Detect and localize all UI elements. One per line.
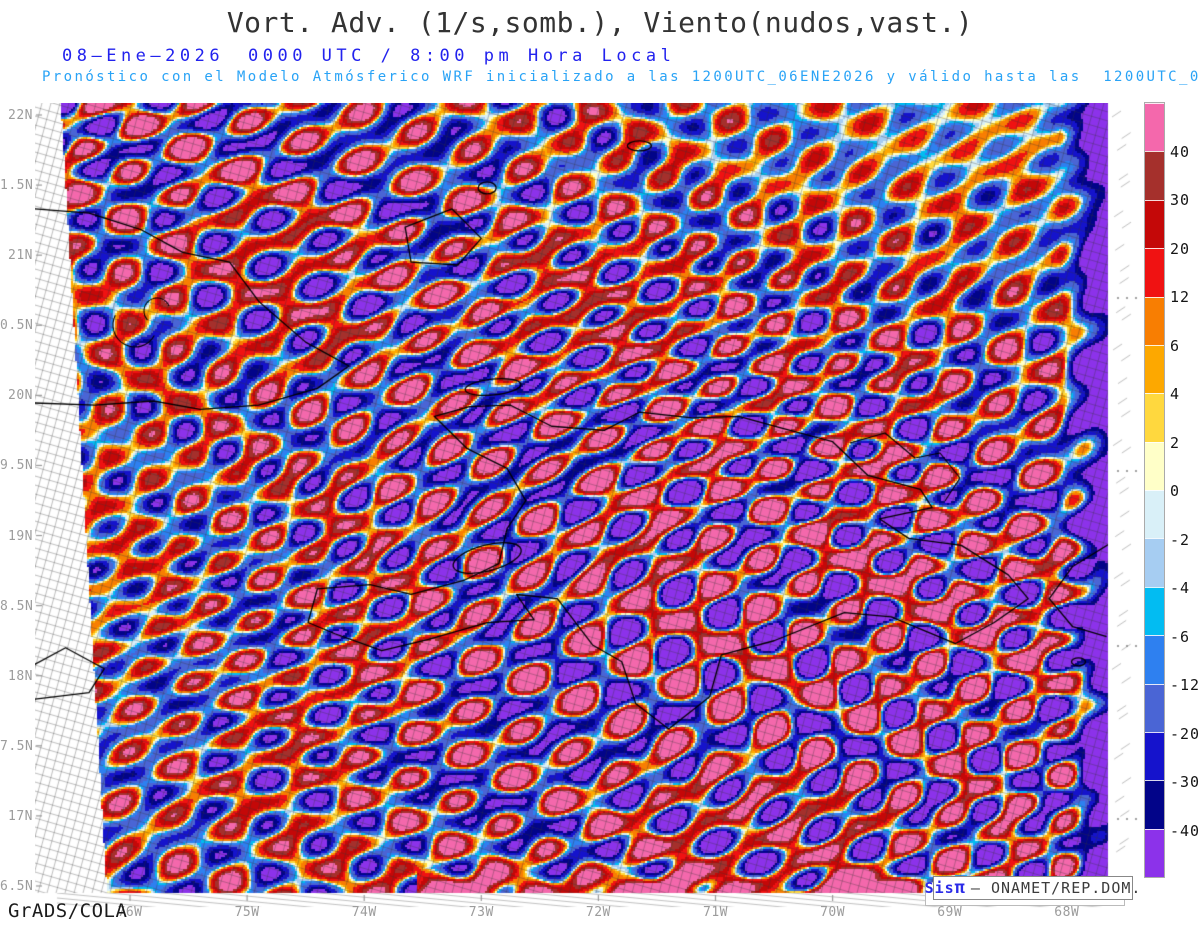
pi-logo-icon: π [954,878,966,898]
y-axis-label: 22N [8,108,33,123]
colorbar-tick-label: -40 [1170,821,1200,840]
page-title: Vort. Adv. (1/s,somb.), Viento(nudos,vas… [226,6,974,39]
colorbar-segment [1145,199,1164,249]
x-axis-label: 70W [820,905,846,920]
y-axis-label: 6.5N [0,878,34,894]
colorbar-tick-label: 4 [1170,385,1181,403]
x-axis-label: 71W [703,905,728,920]
colorbar-tick-label: 20 [1170,239,1191,258]
colorbar-segment [1145,683,1164,732]
branding-onamet: – ONAMET/REP.DOM. [970,879,1142,897]
colorbar-segment [1145,731,1164,781]
y-axis-label: 17N [8,808,33,824]
colorbar-tick-label: -6 [1170,627,1191,646]
y-axis-label: 19N [8,528,33,544]
y-axis-label: 18N [8,668,33,684]
y-axis-label: 0.5N [0,318,34,334]
colorbar-segment [1145,828,1164,877]
y-axis-label: 7.5N [0,738,34,754]
colorbar-segment [1145,151,1164,200]
x-axis-label: 75W [234,905,260,920]
y-axis-label: 8.5N [0,598,34,614]
vorticity-advection-map [35,103,1140,909]
x-axis-label: 68W [1054,905,1080,920]
x-axis-label: 74W [351,905,377,920]
colorbar-tick-label: 30 [1170,191,1191,209]
colorbar-segment [1145,441,1164,490]
valid-time-label: 0000 UTC / 8:00 pm Hora Local [248,46,676,66]
colorbar-tick-label: 40 [1170,142,1191,161]
colorbar-segment [1145,248,1164,297]
colorbar-segment [1145,538,1164,587]
grads-credit: GrADS/COLA [8,900,128,922]
colorbar-tick-label: 0 [1170,482,1181,500]
x-axis-label: 69W [937,905,963,920]
colorbar-segment [1145,344,1164,394]
colorbar-segment [1145,296,1164,345]
valid-date-label: 08–Ene–2026 [62,46,225,66]
y-axis-label: 9.5N [0,458,34,474]
colorbar-tick-label: -30 [1170,773,1200,791]
y-axis-label: 20N [8,388,33,404]
y-axis-label: 21N [8,248,33,264]
colorbar-tick-label: 6 [1170,336,1181,355]
colorbar-tick-label: -12 [1170,676,1200,694]
x-axis-label: 76W [117,905,143,920]
x-axis-label: 73W [468,905,494,920]
colorbar-segment [1145,780,1164,829]
forecast-subtitle: Pronóstico con el Modelo Atmósferico WRF… [42,69,1200,85]
x-axis-label: 72W [585,905,611,920]
branding-box: Sis π – ONAMET/REP.DOM. [925,876,1140,900]
colorbar-tick-label: -20 [1170,724,1200,743]
colorbar [1144,102,1165,878]
colorbar-segment [1145,103,1164,152]
colorbar-segment [1145,635,1164,684]
colorbar-tick-label: -4 [1170,579,1191,597]
branding-sis: Sis [924,879,955,897]
colorbar-tick-label: -2 [1170,530,1191,549]
colorbar-segment [1145,490,1164,539]
colorbar-tick-label: 12 [1170,288,1191,306]
colorbar-segment [1145,586,1164,636]
colorbar-tick-label: 2 [1170,433,1181,452]
colorbar-segment [1145,393,1164,442]
y-axis-label: 1.5N [0,178,34,194]
